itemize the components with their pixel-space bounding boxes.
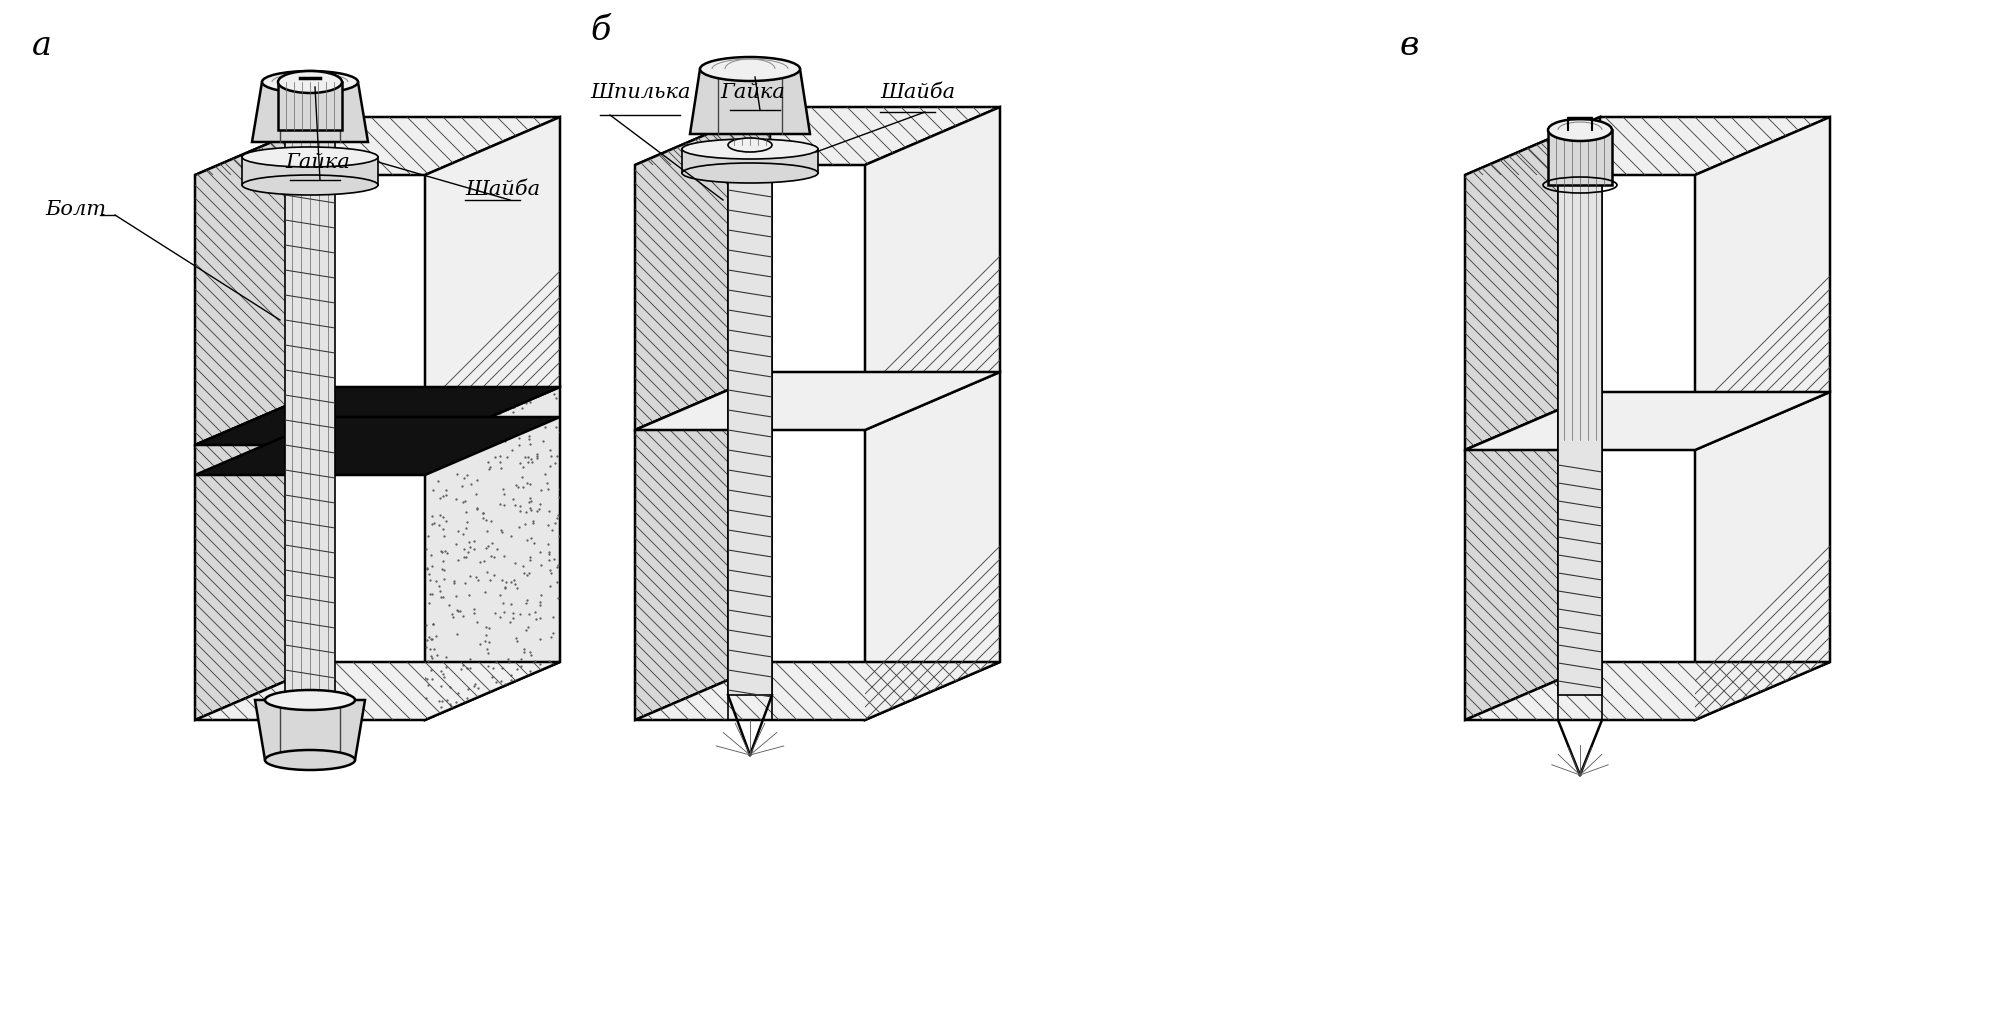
- Text: б: б: [589, 15, 611, 47]
- Ellipse shape: [728, 138, 772, 152]
- Polygon shape: [865, 372, 1000, 720]
- Polygon shape: [195, 117, 330, 445]
- Ellipse shape: [682, 139, 817, 159]
- Polygon shape: [1695, 393, 1830, 720]
- Polygon shape: [1464, 393, 1830, 450]
- Polygon shape: [426, 387, 559, 720]
- Ellipse shape: [700, 57, 800, 81]
- Polygon shape: [1464, 117, 1830, 175]
- Bar: [728, 145, 772, 695]
- Text: Гайка: Гайка: [284, 153, 350, 172]
- Polygon shape: [195, 417, 559, 475]
- Ellipse shape: [265, 750, 354, 770]
- Polygon shape: [243, 157, 378, 185]
- Ellipse shape: [682, 163, 817, 183]
- Polygon shape: [278, 82, 342, 130]
- Polygon shape: [634, 372, 770, 720]
- Polygon shape: [690, 69, 810, 134]
- Polygon shape: [1464, 393, 1599, 720]
- Text: Гайка: Гайка: [720, 83, 784, 102]
- Ellipse shape: [243, 147, 378, 167]
- Polygon shape: [1464, 117, 1599, 450]
- Bar: [1547, 130, 1611, 185]
- Ellipse shape: [1547, 119, 1611, 141]
- Text: Шайба: Шайба: [465, 180, 539, 199]
- Polygon shape: [634, 662, 1000, 720]
- Polygon shape: [682, 149, 817, 173]
- Polygon shape: [1464, 662, 1830, 720]
- Polygon shape: [634, 372, 1000, 430]
- Ellipse shape: [278, 71, 342, 93]
- Polygon shape: [426, 117, 559, 445]
- Bar: [284, 130, 334, 700]
- Polygon shape: [195, 387, 330, 720]
- Polygon shape: [1695, 117, 1830, 450]
- Ellipse shape: [265, 690, 354, 710]
- Text: Шпилька: Шпилька: [589, 83, 690, 102]
- Ellipse shape: [243, 175, 378, 195]
- Polygon shape: [195, 662, 559, 720]
- Polygon shape: [253, 82, 368, 142]
- Bar: [1557, 185, 1601, 695]
- Text: а: а: [32, 30, 52, 62]
- Polygon shape: [865, 107, 1000, 430]
- Polygon shape: [255, 700, 364, 760]
- Polygon shape: [634, 107, 770, 430]
- Text: в: в: [1400, 30, 1418, 62]
- Ellipse shape: [263, 71, 358, 93]
- Polygon shape: [634, 107, 1000, 165]
- Text: Болт: Болт: [46, 200, 105, 219]
- Polygon shape: [195, 387, 559, 445]
- Polygon shape: [195, 117, 559, 175]
- Text: Шайба: Шайба: [879, 83, 955, 102]
